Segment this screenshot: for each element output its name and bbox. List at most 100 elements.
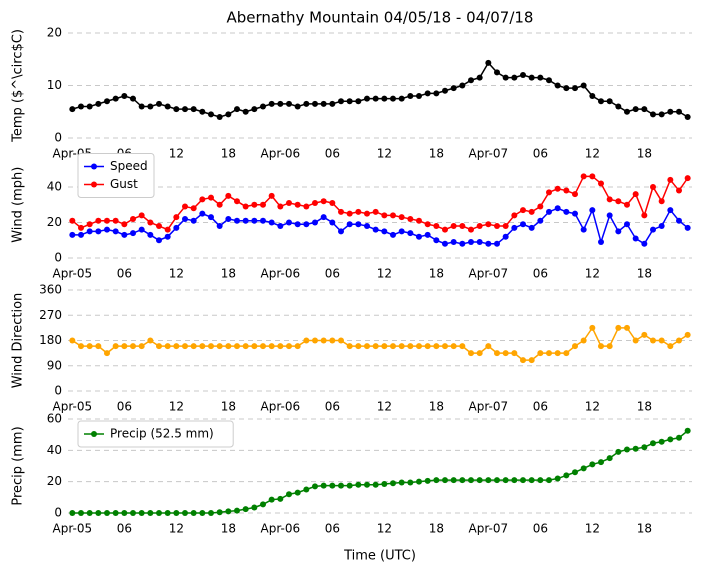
data-point [225,192,232,199]
data-point [260,501,266,508]
data-point [381,481,388,488]
data-point [355,481,362,488]
data-point [286,491,292,498]
data-point [121,231,128,238]
data-point [398,343,405,350]
data-point [511,212,518,219]
data-point [416,233,422,240]
data-point [173,214,180,221]
x-tick-label: 18 [637,522,652,536]
x-tick-label: 12 [169,522,184,536]
data-point [598,180,604,187]
data-point [494,240,500,247]
data-point [667,176,674,183]
data-point [104,510,110,516]
data-point [433,237,440,244]
legend-marker [91,431,97,437]
data-point [537,74,544,81]
data-point [667,343,674,350]
data-point [554,205,561,212]
data-point [138,226,145,233]
x-tick-label: 06 [325,522,340,536]
data-point [641,106,648,113]
data-point [485,343,492,350]
data-point [112,343,119,350]
data-point [199,210,206,217]
x-tick-label: 18 [429,400,444,414]
data-point [234,217,240,224]
x-tick-label: 12 [377,147,392,161]
data-point [433,90,440,97]
data-point [164,226,171,233]
y-tick-label: 360 [39,283,62,297]
data-point [69,337,76,344]
data-point [364,481,370,488]
data-point [684,224,691,231]
data-point [554,350,561,357]
data-point [86,343,93,350]
data-point [173,343,180,350]
data-point [216,201,223,208]
data-point [138,103,145,110]
legend-marker [91,163,97,170]
data-point [69,510,76,516]
y-tick-label: 180 [39,333,62,347]
data-point [372,226,379,233]
data-point [251,504,258,511]
data-point [381,228,388,235]
x-tick-label: 12 [377,267,392,281]
data-point [658,198,665,205]
data-point [632,235,639,242]
data-point [450,343,457,350]
data-point [156,223,162,230]
data-point [502,477,509,484]
y-axis-label: Wind (mph) [11,167,26,243]
data-point [216,343,223,350]
data-point [225,111,232,118]
data-point [320,100,327,107]
data-point [390,212,396,219]
data-point [95,510,102,516]
data-point [641,444,648,451]
data-point [355,221,362,228]
y-tick-label: 0 [54,251,62,265]
data-point [580,226,587,233]
x-tick-label: 12 [585,522,600,536]
data-point [320,337,327,344]
series-line [72,61,689,118]
data-point [615,228,622,235]
data-point [424,231,431,238]
data-point [485,59,492,66]
data-point [329,199,336,206]
y-tick-label: 20 [47,215,62,229]
data-point [546,189,552,196]
x-tick-label: 06 [117,522,132,536]
data-point [667,436,674,443]
data-point [546,477,552,484]
x-tick-label: 12 [585,267,600,281]
data-point [563,187,570,194]
data-point [684,114,691,120]
data-point [338,228,344,235]
data-point [528,477,535,484]
data-point [277,223,284,230]
data-point [450,85,457,92]
data-point [468,239,474,246]
data-point [294,201,301,208]
data-point [381,212,388,219]
legend-label: Gust [110,177,138,191]
data-point [294,221,301,228]
data-point [268,100,275,107]
data-point [546,350,552,357]
data-point [494,69,500,76]
x-tick-label: 12 [169,267,184,281]
data-point [242,343,249,350]
data-point [424,90,431,97]
data-point [667,207,674,214]
y-tick-label: 90 [47,358,62,372]
data-point [528,74,535,81]
data-point [208,214,214,221]
data-point [277,495,284,502]
data-point [208,510,214,516]
data-point [476,223,483,230]
